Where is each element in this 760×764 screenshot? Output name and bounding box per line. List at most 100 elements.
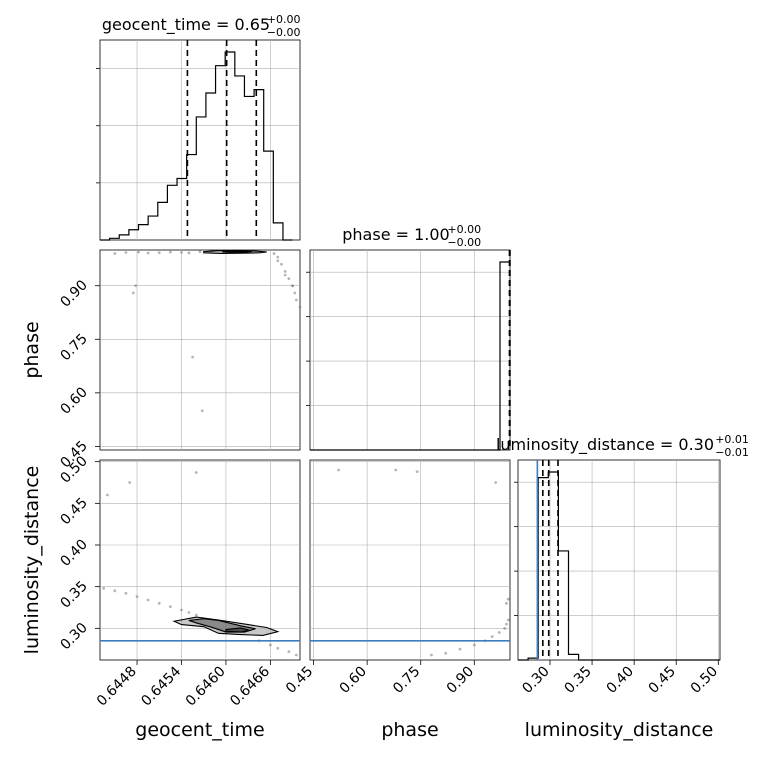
sample-point <box>430 653 433 657</box>
sample-point <box>458 647 462 651</box>
sample-point <box>194 471 198 474</box>
density-contour <box>225 627 250 633</box>
sample-point <box>276 646 280 650</box>
y-tick-label: 0.40 <box>57 537 90 570</box>
sample-point <box>272 252 276 255</box>
sample-point <box>490 635 494 639</box>
sample-point <box>287 277 291 280</box>
sample-point <box>131 291 135 295</box>
sample-point <box>113 252 117 255</box>
sample-point <box>415 470 419 474</box>
sample-point <box>128 481 132 484</box>
title-sup: +0.00 <box>447 223 481 236</box>
sample-point <box>294 653 298 657</box>
x-tick-label: 0.50 <box>688 664 721 697</box>
x-tick-label: 0.45 <box>646 664 679 697</box>
y-tick-label: 0.60 <box>57 384 90 417</box>
sample-point <box>102 586 106 590</box>
title-sup: +0.00 <box>267 13 301 26</box>
sample-point <box>106 493 109 497</box>
panel-title-luminosity-distance: luminosity_distance = 0.30 +0.01−0.01 <box>496 433 749 459</box>
sample-point <box>157 601 161 605</box>
sample-point <box>291 284 294 288</box>
sample-point <box>137 250 140 254</box>
density-contour <box>222 250 252 253</box>
sample-point <box>113 589 117 593</box>
sample-point <box>187 251 191 255</box>
sample-point <box>283 270 287 273</box>
y-tick-label: 0.45 <box>57 495 90 528</box>
sample-point <box>494 481 498 484</box>
y-axis-label-phase: phase <box>21 321 43 378</box>
sample-point <box>276 259 280 263</box>
y-tick-label: 0.90 <box>57 277 90 310</box>
sample-point <box>298 305 302 309</box>
sample-point <box>146 251 150 255</box>
sample-point <box>280 262 283 266</box>
sample-point <box>135 595 139 599</box>
y-tick-label: 0.30 <box>57 620 90 653</box>
x-tick-label: 0.35 <box>562 664 595 697</box>
histogram-step-phase <box>310 261 510 451</box>
sample-point <box>287 650 291 654</box>
sample-point <box>134 284 137 288</box>
sample-point <box>283 273 287 277</box>
sample-point <box>503 626 507 630</box>
x-tick-label: 0.6466 <box>227 663 273 709</box>
sample-point <box>168 605 172 609</box>
x-axis-label-geocent-time: geocent_time <box>135 719 264 741</box>
panel-title-phase: phase = 1.00+0.00−0.00 <box>342 223 481 249</box>
x-tick-label: 0.60 <box>337 664 370 697</box>
sample-point <box>505 622 508 626</box>
y-axis-label-luminosity-distance: luminosity_distance <box>21 466 43 655</box>
title-sub: −0.01 <box>715 446 749 459</box>
x-axis-label-phase: phase <box>381 719 438 741</box>
sample-point <box>505 601 508 605</box>
sample-point <box>124 591 128 595</box>
title-text: luminosity_distance = 0.30 <box>496 435 714 455</box>
sample-point <box>293 291 297 295</box>
sample-point <box>337 468 340 472</box>
x-axis-label-luminosity-distance: luminosity_distance <box>525 719 714 741</box>
sample-point <box>506 618 510 622</box>
y-tick-label: 0.75 <box>57 331 90 364</box>
y-tick-label: 0.35 <box>57 578 90 611</box>
sample-point <box>497 631 501 634</box>
x-tick-label: 0.6460 <box>183 664 229 710</box>
x-tick-label: 0.90 <box>444 664 477 697</box>
sample-point <box>268 643 272 647</box>
sample-point <box>146 598 150 602</box>
sample-point <box>276 255 280 259</box>
sample-point <box>168 250 172 254</box>
x-tick-label: 0.6454 <box>138 663 184 709</box>
title-text: geocent_time = 0.65 <box>102 15 270 35</box>
title-text: phase = 1.00 <box>342 225 449 244</box>
histogram-panel-phase <box>309 249 511 451</box>
sample-point <box>180 608 183 612</box>
sample-point <box>124 251 128 254</box>
sample-point <box>198 250 202 254</box>
title-sub: −0.00 <box>267 26 301 39</box>
sample-point <box>472 643 476 647</box>
x-tick-label: 0.30 <box>519 664 552 697</box>
scatter-panel-phase-vs-luminosity-distance <box>309 459 511 661</box>
sample-point <box>157 251 161 255</box>
x-tick-label: 0.75 <box>390 664 423 697</box>
scatter-panel-geocent-time-vs-phase <box>99 249 301 451</box>
sample-point <box>191 355 194 359</box>
x-tick-label: 0.45 <box>283 664 316 697</box>
histogram-panel-geocent-time <box>99 39 301 241</box>
sample-point <box>444 651 448 655</box>
title-sup: +0.01 <box>715 433 749 446</box>
sample-point <box>394 468 398 472</box>
x-tick-label: 0.6448 <box>94 664 140 710</box>
histogram-step-geocent-time <box>100 51 293 241</box>
sample-point <box>294 298 298 302</box>
panel-title-geocent-time: geocent_time = 0.65+0.00−0.00 <box>102 13 301 39</box>
scatter-panel-geocent-time-vs-luminosity-distance <box>99 459 301 661</box>
sample-point <box>506 597 510 601</box>
x-tick-label: 0.40 <box>604 664 637 697</box>
sample-point <box>180 251 183 254</box>
sample-point <box>194 613 198 617</box>
